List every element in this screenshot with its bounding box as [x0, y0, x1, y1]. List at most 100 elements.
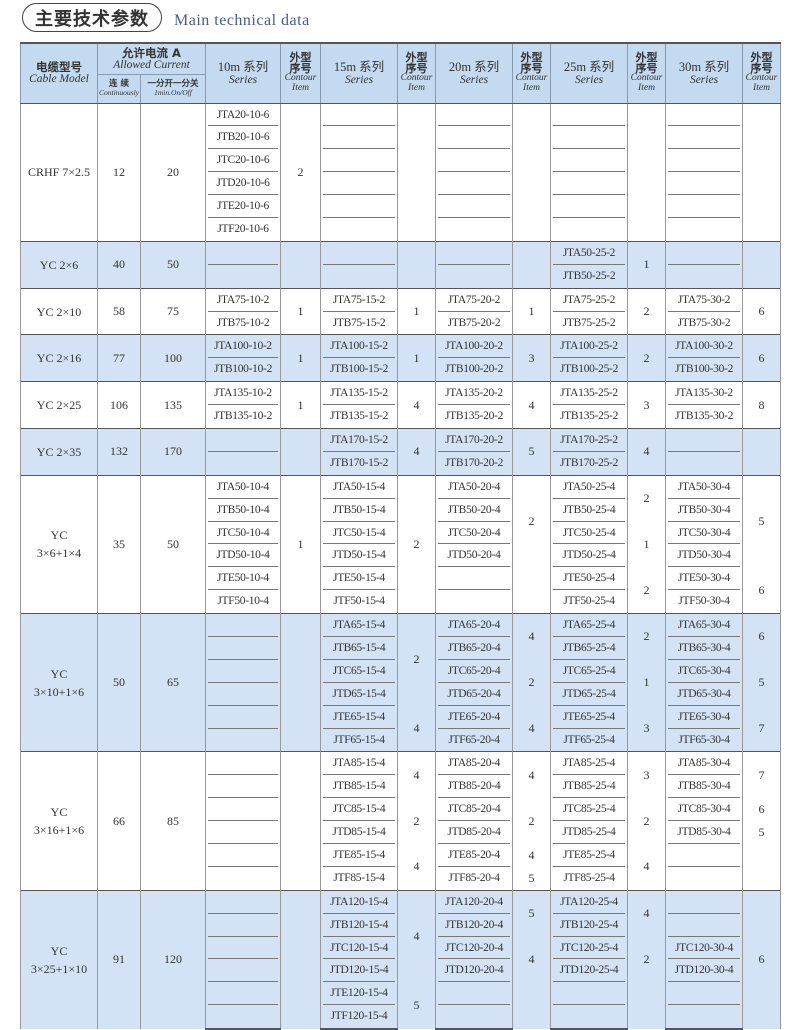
series-cell: JTF50-15-4 [320, 590, 398, 614]
series-cell: JTC50-30-4 [665, 521, 743, 545]
series-model: JTE50-15-4 [323, 567, 395, 591]
series-model [438, 149, 510, 173]
series-cell: JTB135-20-2 [435, 405, 513, 429]
header-contour-cn: 序号 [750, 62, 773, 76]
series-model: JTE85-15-4 [323, 844, 395, 867]
header-continuous-cn: 连 续 [109, 79, 129, 90]
table-row: JTB50-25-2 [21, 264, 781, 289]
series-model: JTB50-10-4 [208, 499, 278, 522]
contour-item: 3 [512, 334, 551, 382]
series-cell: JTA85-25-4 [550, 751, 628, 776]
table-row: JTB85-15-4 JTB85-20-4 JTB85-25-4 JTB85-30-4 [21, 775, 781, 799]
series-model: JTB75-10-2 [216, 316, 270, 329]
series-model [668, 242, 740, 265]
series-cell: JTB135-15-2 [320, 405, 398, 429]
header-continuous: 连 续 Continuously [97, 74, 141, 104]
series-model: JTC120-15-4 [323, 937, 395, 960]
series-model: JTC120-30-4 [668, 937, 740, 960]
series-cell: JTC120-30-4 [665, 936, 743, 960]
contour-item: 4 [512, 705, 551, 752]
cable-model-cell: YC 3×10+1×6 [20, 613, 98, 752]
series-cell [435, 172, 513, 196]
series-model: JTA170-15-2 [323, 429, 395, 452]
series-model: JTB100-15-2 [329, 363, 389, 376]
series-model: JTE20-10-6 [208, 195, 278, 218]
contour-item: 2 [627, 287, 666, 335]
series-model: JTD85-30-4 [668, 821, 740, 844]
series-model: JTB135-30-2 [674, 410, 734, 423]
series-cell [665, 102, 743, 127]
series-cell: JTA135-20-2 [435, 381, 513, 406]
series-model [553, 104, 625, 127]
contour-item: 5 [742, 474, 781, 568]
series-model [668, 891, 740, 914]
table-row: YC 3×16+1×6 66 85 JTA85-15-4 4 JTA85-20-4 4 JTA8… [20, 751, 781, 891]
series-cell [435, 126, 513, 150]
series-cell [435, 217, 513, 242]
contour-item [280, 613, 321, 752]
series-cell [665, 126, 743, 150]
series-model: JTA85-20-4 [438, 752, 510, 776]
series-model: JTB120-25-4 [553, 914, 625, 937]
cable-model: YC [50, 666, 68, 681]
table-row: JTF50-10-4 JTF50-15-4 JTF50-25-4 JTF50-30-4 [21, 590, 781, 614]
contour-item: 4 [512, 613, 551, 660]
series-cell [205, 913, 281, 937]
contour-item: 2 [627, 567, 666, 614]
contour-item: 4 [397, 889, 436, 983]
series-model: JTF85-15-4 [333, 871, 385, 884]
contour-item [627, 102, 666, 242]
series-model: JTA65-30-4 [668, 614, 740, 637]
series-model [668, 265, 740, 288]
series-model: JTE65-15-4 [323, 706, 395, 729]
series-cell: JTB65-25-4 [550, 636, 628, 660]
series-model [668, 867, 740, 890]
series-model: JTE65-25-4 [553, 706, 625, 729]
series-model: JTF65-30-4 [678, 733, 730, 746]
table-row: YC 3×10+1×6 50 65 JTA65-15-4 2 JTA65-20-4 4 JTA6… [20, 613, 781, 752]
series-cell: JTD20-10-6 [205, 172, 281, 196]
series-model: JTA50-25-4 [553, 476, 625, 499]
series-cell: JTB100-25-2 [550, 358, 628, 382]
series-cell: JTE85-15-4 [320, 844, 398, 867]
series-cell: JTC85-20-4 [435, 798, 513, 822]
series-model [668, 172, 740, 196]
series-model: JTB170-25-2 [559, 456, 619, 469]
cable-model: YC 2×25 [36, 398, 82, 413]
series-model [208, 914, 278, 937]
header-contour-0: 外型 序号 Contour Item [280, 42, 321, 104]
series-cell [550, 217, 628, 242]
series-cell [320, 264, 398, 289]
series-cell [320, 195, 398, 218]
series-cell [205, 240, 281, 265]
contour-item: 4 [397, 844, 436, 891]
series-cell [665, 451, 743, 476]
continuous-current: 58 [97, 287, 141, 335]
header-series-label: 25m 系列 [563, 59, 615, 74]
header-contour-cn: 序号 [520, 62, 543, 76]
series-model: JTB85-20-4 [438, 775, 510, 799]
series-model: JTB75-25-2 [562, 316, 616, 329]
series-cell: JTF85-15-4 [320, 866, 398, 891]
series-model [553, 172, 625, 196]
series-model: JTD20-10-6 [208, 172, 278, 196]
header-contour-2: 外型 序号 Contour Item [512, 42, 551, 104]
header-contour-cn: 外型 [520, 51, 543, 65]
series-cell: JTB75-25-2 [550, 311, 628, 335]
contour-item: 3 [627, 381, 666, 429]
series-cell: JTC120-20-4 [435, 936, 513, 960]
series-model: JTD65-25-4 [553, 683, 625, 706]
header-series-label: 10m 系列 [217, 59, 269, 74]
contour-item: 1 [397, 287, 436, 335]
series-cell: JTB85-30-4 [665, 775, 743, 799]
contour-item: 6 [742, 567, 781, 614]
series-model: JTA75-25-2 [553, 289, 625, 312]
series-cell: JTA135-10-2 [205, 381, 281, 406]
series-cell: JTE65-20-4 [435, 705, 513, 729]
series-model [208, 660, 278, 683]
series-cell [550, 126, 628, 150]
series-cell: JTB50-30-4 [665, 498, 743, 522]
series-model: JTD120-15-4 [323, 959, 395, 983]
series-model: JTA120-25-4 [553, 891, 625, 914]
series-model: JTA170-20-2 [438, 429, 510, 452]
